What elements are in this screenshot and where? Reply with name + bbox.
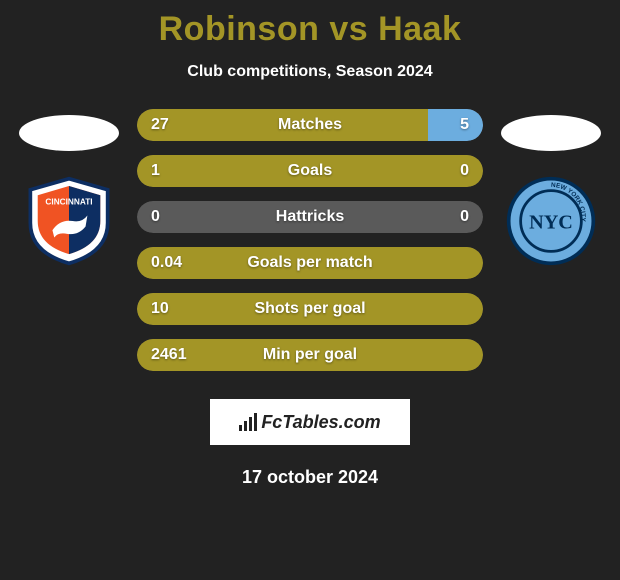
stat-value-left: 10 xyxy=(151,300,169,318)
left-club-logo: CINCINNATI xyxy=(23,175,115,267)
right-club-logo: NYC NEW YORK CITY xyxy=(505,175,597,267)
stat-row: 27 Matches 5 xyxy=(137,109,483,141)
stat-value-right: 0 xyxy=(460,208,469,226)
stat-row: 10 Shots per goal xyxy=(137,293,483,325)
stat-value-left: 2461 xyxy=(151,346,187,364)
comparison-row: CINCINNATI 27Matches51Goals00Hattricks00… xyxy=(0,109,620,371)
right-player-col: NYC NEW YORK CITY xyxy=(501,109,601,267)
stat-label: Matches xyxy=(278,116,342,134)
svg-text:CINCINNATI: CINCINNATI xyxy=(45,197,92,206)
stat-row: 0.04 Goals per match xyxy=(137,247,483,279)
stat-label: Goals per match xyxy=(247,254,372,272)
stat-value-left: 0.04 xyxy=(151,254,182,272)
stat-value-left: 27 xyxy=(151,116,169,134)
watermark-text: FcTables.com xyxy=(261,412,380,433)
stat-value-left: 1 xyxy=(151,162,160,180)
left-player-col: CINCINNATI xyxy=(19,109,119,267)
stat-row: 2461 Min per goal xyxy=(137,339,483,371)
stats-column: 27 Matches 5 1 Goals 0 0 Hattricks 0 0.04 Goals pe… xyxy=(137,109,483,371)
svg-text:NYC: NYC xyxy=(529,211,573,233)
stat-row: 0 Hattricks 0 xyxy=(137,201,483,233)
stat-row: 1 Goals 0 xyxy=(137,155,483,187)
stat-value-left: 0 xyxy=(151,208,160,226)
date-text: 17 october 2024 xyxy=(0,467,620,488)
subtitle: Club competitions, Season 2024 xyxy=(0,63,620,81)
stat-value-right: 5 xyxy=(460,116,469,134)
stat-label: Min per goal xyxy=(263,346,357,364)
page-title: Robinson vs Haak xyxy=(0,0,620,49)
right-player-photo-placeholder xyxy=(501,115,601,151)
nyc-fc-icon: NYC NEW YORK CITY xyxy=(505,175,597,267)
left-player-photo-placeholder xyxy=(19,115,119,151)
watermark: FcTables.com xyxy=(210,399,410,445)
watermark-bars-icon xyxy=(239,413,257,431)
stat-label: Goals xyxy=(288,162,332,180)
stat-label: Hattricks xyxy=(276,208,344,226)
stat-label: Shots per goal xyxy=(254,300,365,318)
stat-fill-right xyxy=(428,109,483,141)
fc-cincinnati-icon: CINCINNATI xyxy=(23,175,115,267)
stat-value-right: 0 xyxy=(460,162,469,180)
